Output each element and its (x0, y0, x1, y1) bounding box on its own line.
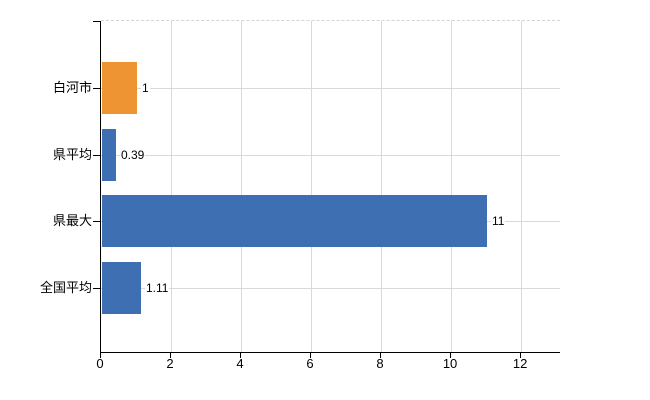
bar-県最大 (102, 195, 487, 247)
x-tick-label: 8 (376, 356, 384, 371)
y-axis-tick (93, 154, 100, 156)
bar-全国平均 (102, 261, 141, 314)
x-tick-label: 0 (96, 356, 104, 371)
x-axis-tick (310, 353, 312, 358)
y-axis-tick (93, 88, 100, 89)
x-gridline (311, 21, 313, 352)
x-axis-tick (170, 353, 171, 358)
x-tick-label: 2 (166, 356, 174, 371)
category-label: 県最大 (52, 213, 92, 228)
y-axis-tick (93, 21, 100, 22)
x-tick-label: 6 (306, 356, 314, 371)
x-tick-label: 10 (442, 356, 458, 371)
y-axis-tick (93, 287, 100, 289)
x-axis-tick (240, 353, 242, 358)
category-label: 全国平均 (39, 279, 92, 295)
x-axis-tick (100, 353, 101, 358)
bar-白河市 (102, 62, 137, 114)
x-axis-tick (450, 353, 452, 358)
bar-value-label: 1 (141, 81, 150, 95)
y-gridline (101, 154, 560, 156)
category-label: 白河市 (52, 80, 92, 95)
x-gridline (451, 21, 453, 352)
x-gridline (171, 21, 172, 352)
x-gridline (381, 21, 383, 352)
x-gridline (521, 21, 523, 352)
x-gridline (241, 21, 243, 352)
bar-県平均 (102, 128, 116, 181)
plot-area: 1 0.39 11 1.11 (100, 20, 560, 353)
bar-value-label: 1.11 (145, 280, 170, 295)
x-axis-tick (380, 353, 382, 358)
bar-value-label: 0.39 (120, 147, 146, 162)
y-gridline (101, 88, 560, 89)
bar-value-label: 11 (491, 214, 506, 228)
x-tick-label: 12 (512, 356, 528, 371)
category-label: 県平均 (52, 146, 92, 162)
x-axis-tick (520, 353, 522, 358)
plot-top-border (101, 20, 560, 21)
y-axis-tick (93, 221, 100, 222)
y-gridline (101, 287, 560, 289)
x-tick-label: 4 (236, 356, 244, 371)
